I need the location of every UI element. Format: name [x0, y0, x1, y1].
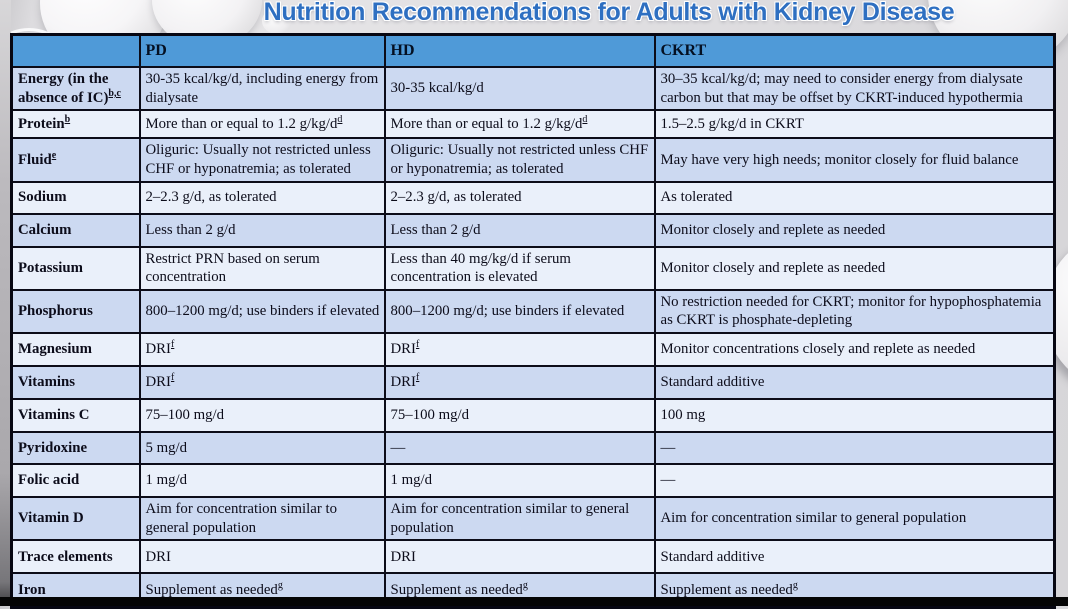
- cell-ckrt: Monitor concentrations closely and reple…: [653, 332, 1056, 368]
- cell-label: Vitamins: [10, 365, 141, 401]
- cell-ckrt: 100 mg: [653, 398, 1056, 434]
- cell-label: Potassium: [10, 245, 141, 291]
- footnote-ref: g: [522, 579, 528, 591]
- table-row: Magnesium DRIf DRIf Monitor concentrations …: [10, 332, 1056, 368]
- cell-ckrt: Standard additive: [653, 539, 1056, 575]
- footnote-ref: d: [337, 114, 343, 126]
- cell-pd: 75–100 mg/d: [138, 398, 386, 434]
- cell-hd: 75–100 mg/d: [383, 398, 656, 434]
- page-title: Nutrition Recommendations for Adults wit…: [263, 0, 955, 26]
- table-row: Proteinb More than or equal to 1.2 g/kg/d…: [10, 109, 1056, 140]
- column-header-ckrt: CKRT: [653, 33, 1056, 68]
- table-row: Phosphorus 800–1200 mg/d; use binders if …: [10, 288, 1056, 335]
- cell-pd: Aim for concentration similar to general…: [138, 496, 386, 542]
- cell-pd: Less than 2 g/d: [138, 212, 386, 248]
- table-row: Pyridoxine 5 mg/d — —: [10, 431, 1056, 466]
- nutrition-table: PD HD CKRT Energy (in the absence of IC)b,…: [10, 33, 1056, 609]
- cell-pd: 5 mg/d: [138, 431, 386, 466]
- cell-label: Magnesium: [10, 332, 141, 368]
- cell-hd: —: [383, 431, 656, 466]
- cell-pd: DRIf: [138, 332, 386, 368]
- cell-pd: DRI: [138, 539, 386, 575]
- cell-pd: Restrict PRN based on serum concentratio…: [138, 245, 386, 291]
- cell-ckrt: As tolerated: [653, 180, 1056, 215]
- cell-hd: More than or equal to 1.2 g/kg/dd: [383, 109, 656, 140]
- cell-label: Energy (in the absence of IC)b,c: [10, 65, 141, 112]
- cell-ckrt: 1.5–2.5 g/kg/d in CKRT: [653, 109, 1056, 140]
- cell-label: Pyridoxine: [10, 431, 141, 466]
- table-row: Energy (in the absence of IC)b,c 30-35 kc…: [10, 65, 1056, 112]
- table-row: Vitamins DRIf DRIf Standard additive: [10, 365, 1056, 401]
- cell-label: Vitamin D: [10, 496, 141, 542]
- table-header: PD HD CKRT: [10, 33, 1056, 68]
- table-body: Energy (in the absence of IC)b,c 30-35 kc…: [10, 65, 1056, 609]
- footnote-ref: g: [792, 579, 798, 591]
- cell-hd: 1 mg/d: [383, 463, 656, 499]
- cell-label: Phosphorus: [10, 288, 141, 335]
- header-row: PD HD CKRT: [10, 33, 1056, 68]
- footnote-ref: e: [51, 149, 57, 161]
- table-row: Trace elements DRI DRI Standard additive: [10, 539, 1056, 575]
- cell-label: Proteinb: [10, 109, 141, 140]
- cell-hd: 2–2.3 g/d, as tolerated: [383, 180, 656, 215]
- column-header-hd: HD: [383, 33, 656, 68]
- cell-pd: 2–2.3 g/d, as tolerated: [138, 180, 386, 215]
- cell-label: Folic acid: [10, 463, 141, 499]
- cell-pd: 1 mg/d: [138, 463, 386, 499]
- cell-ckrt: —: [653, 463, 1056, 499]
- cell-ckrt: 30–35 kcal/kg/d; may need to consider en…: [653, 65, 1056, 112]
- cell-label: Sodium: [10, 180, 141, 215]
- column-header-label: [10, 33, 141, 68]
- cell-label: Vitamins C: [10, 398, 141, 434]
- cell-pd: 30-35 kcal/kg/d, including energy from d…: [138, 65, 386, 112]
- cell-ckrt: Aim for concentration similar to general…: [653, 496, 1056, 542]
- cell-hd: Aim for concentration similar to general…: [383, 496, 656, 542]
- cell-pd: DRIf: [138, 365, 386, 401]
- footnote-ref: d: [582, 114, 588, 126]
- cell-hd: 800–1200 mg/d; use binders if elevated: [383, 288, 656, 335]
- letterbox-bar: [0, 597, 1068, 606]
- bubble-decoration: [262, 8, 292, 34]
- table-row: Vitamins C 75–100 mg/d 75–100 mg/d 100 mg: [10, 398, 1056, 434]
- cell-pd: 800–1200 mg/d; use binders if elevated: [138, 288, 386, 335]
- column-header-pd: PD: [138, 33, 386, 68]
- cell-hd: 30-35 kcal/kg/d: [383, 65, 656, 112]
- table-row: Potassium Restrict PRN based on serum con…: [10, 245, 1056, 291]
- cell-ckrt: —: [653, 431, 1056, 466]
- footnote-ref: f: [415, 372, 420, 384]
- footnote-ref: b: [64, 114, 71, 126]
- slide-left-edge: [0, 0, 11, 606]
- cell-hd: Less than 2 g/d: [383, 212, 656, 248]
- cell-ckrt: May have very high needs; monitor closel…: [653, 137, 1056, 183]
- table-row: Vitamin D Aim for concentration similar t…: [10, 496, 1056, 542]
- footnote-ref: f: [170, 339, 175, 351]
- cell-hd: Oliguric: Usually not restricted unless …: [383, 137, 656, 183]
- cell-label: Trace elements: [10, 539, 141, 575]
- table-row: Calcium Less than 2 g/d Less than 2 g/d Mon…: [10, 212, 1056, 248]
- cell-pd: More than or equal to 1.2 g/kg/dd: [138, 109, 386, 140]
- cell-hd: Less than 40 mg/kg/d if serum concentrat…: [383, 245, 656, 291]
- cell-ckrt: Monitor closely and replete as needed: [653, 245, 1056, 291]
- footnote-ref: g: [277, 579, 283, 591]
- cell-ckrt: Monitor closely and replete as needed: [653, 212, 1056, 248]
- cell-ckrt: No restriction needed for CKRT; monitor …: [653, 288, 1056, 335]
- footnote-ref: f: [170, 372, 175, 384]
- cell-hd: DRIf: [383, 365, 656, 401]
- cell-pd: Oliguric: Usually not restricted unless …: [138, 137, 386, 183]
- cell-ckrt: Standard additive: [653, 365, 1056, 401]
- cell-hd: DRI: [383, 539, 656, 575]
- cell-hd: DRIf: [383, 332, 656, 368]
- table-row: Folic acid 1 mg/d 1 mg/d —: [10, 463, 1056, 499]
- table-row: Fluide Oliguric: Usually not restricted u…: [10, 137, 1056, 183]
- table-row: Sodium 2–2.3 g/d, as tolerated 2–2.3 g/d, …: [10, 180, 1056, 215]
- footnote-ref: b,c: [108, 87, 121, 99]
- footnote-ref: f: [415, 339, 420, 351]
- cell-label: Calcium: [10, 212, 141, 248]
- cell-label: Fluide: [10, 137, 141, 183]
